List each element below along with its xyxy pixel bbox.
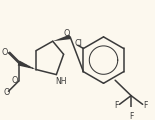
Text: F: F: [129, 112, 133, 120]
Polygon shape: [18, 61, 36, 69]
Text: NH: NH: [56, 77, 67, 86]
Text: F: F: [143, 101, 148, 110]
Polygon shape: [53, 35, 71, 41]
Text: Cl: Cl: [75, 39, 83, 48]
Text: O: O: [11, 76, 18, 85]
Text: O: O: [1, 48, 8, 57]
Text: O: O: [4, 87, 10, 96]
Text: O: O: [64, 29, 70, 38]
Text: F: F: [115, 101, 119, 110]
